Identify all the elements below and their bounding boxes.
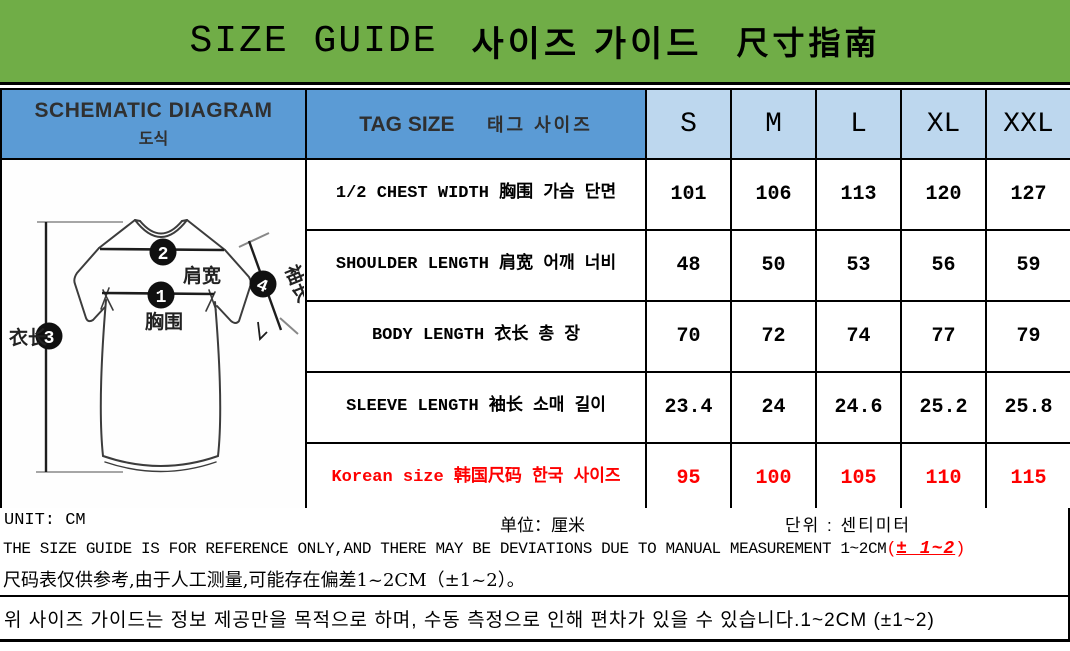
cell-body-s: 70 — [645, 300, 732, 373]
badge-body-length — [35, 322, 63, 350]
schematic-header-cell: SCHEMATIC DIAGRAM 도식 — [0, 88, 307, 160]
schematic-title-en: SCHEMATIC DIAGRAM — [34, 99, 273, 122]
page-title-zh: 尺寸指南 — [736, 24, 881, 62]
tag-size-label-ko: 태그 사이즈 — [486, 115, 593, 135]
unit-label-zh: 单位：厘米 — [500, 516, 585, 536]
row-label-chest: 1/2 CHEST WIDTH 胸围 가슴 단면 — [305, 158, 647, 231]
cell-chest-xl: 120 — [900, 158, 987, 231]
cell-korean-l: 105 — [815, 442, 902, 515]
disclaimer-zh: 尺码表仅供参考,由于人工测量,可能存在偏差1~2CM（±1~2）。 — [3, 570, 525, 591]
label-shoulder: 肩宽 — [183, 264, 221, 287]
cell-shoulder-l: 53 — [815, 229, 902, 302]
label-sleeve: 袖长 — [280, 262, 304, 307]
disclaimer-en: THE SIZE GUIDE IS FOR REFERENCE ONLY,AND… — [3, 539, 965, 559]
tag-size-header-cell: TAG SIZE 태그 사이즈 — [305, 88, 647, 160]
size-col-s: S — [645, 88, 732, 160]
table-row: BODY LENGTH 衣长 총 장 70 72 74 77 79 — [1, 300, 1070, 373]
schematic-title-ko: 도식 — [138, 131, 169, 148]
disclaimer-paren-close: ) — [955, 540, 965, 559]
cell-shoulder-m: 50 — [730, 229, 817, 302]
tshirt-diagram: 3 衣长 2 肩宽 1 胸围 4 袖长 — [9, 219, 316, 473]
badge-sleeve — [249, 270, 277, 298]
cell-chest-s: 101 — [645, 158, 732, 231]
cell-korean-m: 100 — [730, 442, 817, 515]
cell-body-m: 72 — [730, 300, 817, 373]
row-label-sleeve: SLEEVE LENGTH 袖长 소매 길이 — [305, 371, 647, 444]
badge-body-length-num: 3 — [44, 329, 55, 349]
size-col-xl: XL — [900, 88, 987, 160]
cell-sleeve-m: 24 — [730, 371, 817, 444]
schematic-diagram-cell: 3 衣长 2 肩宽 1 胸围 4 袖长 — [0, 158, 316, 515]
size-col-xxl: XXL — [985, 88, 1070, 160]
cell-shoulder-s: 48 — [645, 229, 732, 302]
cell-sleeve-xxl: 25.8 — [985, 371, 1070, 444]
row-label-body: BODY LENGTH 衣长 총 장 — [305, 300, 647, 373]
unit-label-en: UNIT: CM — [4, 511, 86, 530]
cell-chest-xxl: 127 — [985, 158, 1070, 231]
page-title-en: SIZE GUIDE — [189, 19, 438, 63]
badge-shoulder — [149, 238, 177, 266]
tag-size-label-en: TAG SIZE — [359, 113, 455, 136]
badge-shoulder-num: 2 — [158, 245, 169, 265]
cell-chest-l: 113 — [815, 158, 902, 231]
unit-row: UNIT: CM 单位：厘米 단위 : 센티미터 — [0, 511, 1068, 536]
table-row: SLEEVE LENGTH 袖长 소매 길이 23.4 24 24.6 25.2… — [1, 371, 1070, 444]
row-label-shoulder: SHOULDER LENGTH 肩宽 어깨 너비 — [305, 229, 647, 302]
table-row: SHOULDER LENGTH 肩宽 어깨 너비 48 50 53 56 59 — [1, 229, 1070, 302]
cell-korean-s: 95 — [645, 442, 732, 515]
page-title-ko: 사이즈 가이드 — [471, 24, 703, 64]
label-body-length: 衣长 — [9, 326, 48, 349]
notes-section: UNIT: CM 单位：厘米 단위 : 센티미터 THE SIZE GUIDE … — [0, 508, 1070, 597]
cell-body-l: 74 — [815, 300, 902, 373]
label-chest: 胸围 — [145, 310, 183, 333]
size-col-l: L — [815, 88, 902, 160]
badge-chest-num: 1 — [156, 288, 167, 308]
cell-korean-xxl: 115 — [985, 442, 1070, 515]
cell-body-xxl: 79 — [985, 300, 1070, 373]
size-table: SCHEMATIC DIAGRAM 도식 TAG SIZE 태그 사이즈 S M… — [0, 88, 1070, 515]
disclaimer-en-text: THE SIZE GUIDE IS FOR REFERENCE ONLY,AND… — [3, 540, 887, 558]
cell-chest-m: 106 — [730, 158, 817, 231]
title-bar: SIZE GUIDE 사이즈 가이드 尺寸指南 — [0, 0, 1070, 85]
unit-label-ko: 단위 : 센티미터 — [785, 516, 912, 535]
disclaimer-paren-open: ( — [886, 540, 897, 559]
cell-body-xl: 77 — [900, 300, 987, 373]
cell-sleeve-xl: 25.2 — [900, 371, 987, 444]
disclaimer-deviation: ± 1~2 — [896, 539, 956, 559]
table-row-korean-size: Korean size 韩国尺码 한국 사이즈 95 100 105 110 1… — [1, 442, 1070, 515]
badge-chest — [147, 281, 175, 309]
table-row: 3 衣长 2 肩宽 1 胸围 4 袖长 — [0, 158, 1070, 515]
cell-sleeve-s: 23.4 — [645, 371, 732, 444]
cell-shoulder-xl: 56 — [900, 229, 987, 302]
row-label-korean-size: Korean size 韩国尺码 한국 사이즈 — [305, 442, 647, 515]
cell-sleeve-l: 24.6 — [815, 371, 902, 444]
cell-korean-xl: 110 — [900, 442, 987, 515]
disclaimer-ko: 위 사이즈 가이드는 정보 제공만을 목적으로 하며, 수동 측정으로 인해 편… — [0, 597, 1070, 642]
cell-shoulder-xxl: 59 — [985, 229, 1070, 302]
table-header-row: SCHEMATIC DIAGRAM 도식 TAG SIZE 태그 사이즈 S M… — [0, 88, 1070, 160]
size-col-m: M — [730, 88, 817, 160]
